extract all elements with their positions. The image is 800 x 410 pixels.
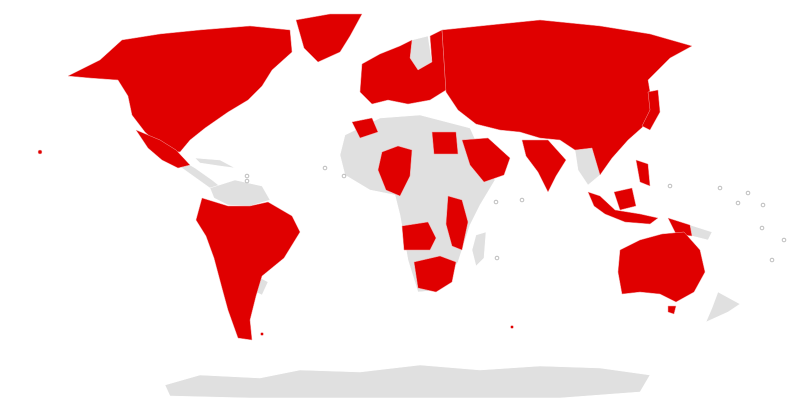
region-madagascar	[471, 231, 487, 267]
island-marker	[760, 202, 766, 208]
region-falklands	[260, 332, 264, 336]
region-north-america	[67, 25, 293, 153]
island-marker	[667, 183, 673, 189]
region-philippines	[635, 159, 651, 187]
region-hawaii	[37, 149, 43, 155]
region-tasmania	[667, 305, 677, 315]
island-marker	[244, 178, 250, 184]
region-europe	[359, 29, 447, 105]
region-antarctica	[164, 364, 651, 399]
region-borneo	[613, 187, 637, 211]
region-southern-africa	[413, 255, 457, 293]
region-niger-nigeria	[377, 145, 413, 197]
island-marker	[769, 257, 775, 263]
region-indonesia	[587, 191, 659, 225]
small-island-markers	[244, 165, 787, 263]
region-south-georgia	[510, 325, 514, 329]
region-new-zealand	[705, 291, 741, 323]
highlighted-regions	[37, 13, 706, 341]
region-asia	[441, 19, 693, 176]
region-greenland	[295, 13, 363, 63]
region-papua-east	[689, 224, 713, 241]
region-mexico	[135, 129, 191, 169]
island-marker	[494, 255, 500, 261]
region-papua	[667, 217, 693, 237]
region-india	[521, 139, 567, 193]
region-australia	[617, 231, 706, 303]
region-east-africa	[445, 195, 469, 251]
region-japan	[641, 89, 661, 131]
island-marker	[322, 165, 328, 171]
region-angola	[401, 221, 437, 251]
island-marker	[341, 173, 347, 179]
region-egypt	[431, 131, 459, 155]
island-marker	[745, 190, 751, 196]
island-marker	[759, 225, 765, 231]
region-northern-south-america	[209, 179, 271, 207]
island-marker	[781, 237, 787, 243]
island-marker	[519, 197, 525, 203]
island-marker	[717, 185, 723, 191]
region-caribbean	[194, 157, 236, 169]
island-marker	[493, 199, 499, 205]
region-morocco	[351, 117, 379, 139]
island-marker	[735, 200, 741, 206]
region-south-america	[195, 197, 301, 341]
region-arabia	[461, 137, 511, 183]
island-marker	[244, 173, 250, 179]
